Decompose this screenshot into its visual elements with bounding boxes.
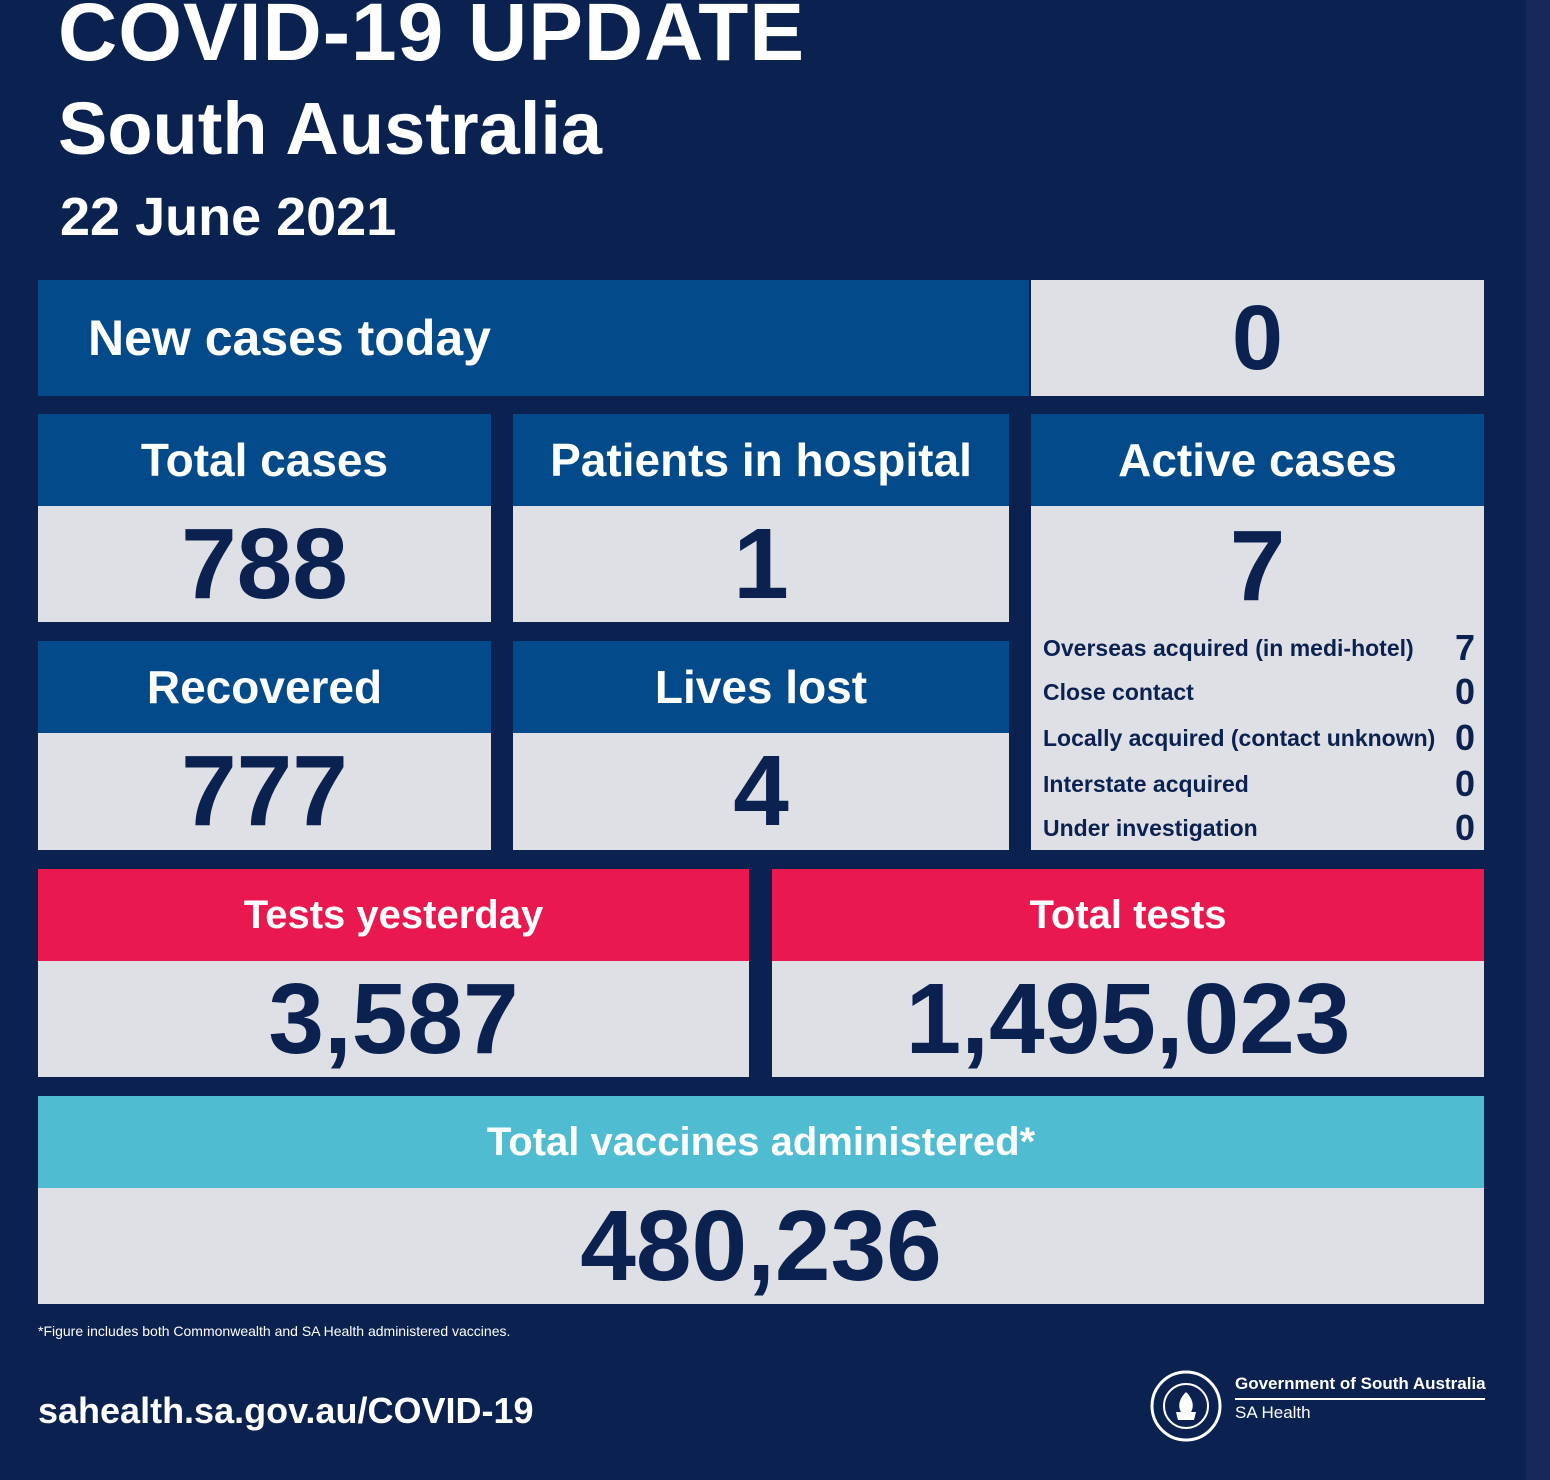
active-cases-panel: 7 Overseas acquired (in medi-hotel) 7 Cl… — [1031, 506, 1484, 850]
breakdown-value: 0 — [1454, 763, 1475, 804]
hospital-value: 1 — [513, 506, 1009, 622]
breakdown-label: Locally acquired (contact unknown) — [1043, 724, 1436, 751]
new-cases-value: 0 — [1031, 280, 1484, 396]
active-cases-value: 7 — [1229, 510, 1286, 622]
government-name: Government of South Australia — [1235, 1374, 1486, 1393]
region-title: South Australia — [58, 87, 603, 170]
vaccine-footnote: *Figure includes both Commonwealth and S… — [38, 1323, 511, 1339]
active-breakdown-row: Close contact 0 — [1043, 671, 1475, 712]
state-seal-icon — [1150, 1370, 1222, 1442]
page-title: COVID-19 UPDATE — [58, 0, 806, 78]
vaccines-label: Total vaccines administered* — [38, 1096, 1484, 1188]
total-tests-label: Total tests — [772, 869, 1484, 961]
update-date: 22 June 2021 — [60, 187, 397, 247]
total-cases-label: Total cases — [38, 414, 491, 506]
active-breakdown-row: Locally acquired (contact unknown) 0 — [1043, 717, 1475, 758]
tests-yesterday-label: Tests yesterday — [38, 869, 749, 961]
active-cases-label: Active cases — [1031, 414, 1484, 506]
breakdown-label: Under investigation — [1043, 814, 1258, 841]
vaccines-value: 480,236 — [38, 1188, 1484, 1304]
right-edge-strip — [1526, 0, 1550, 1480]
breakdown-label: Overseas acquired (in medi-hotel) — [1043, 634, 1414, 661]
breakdown-value: 0 — [1454, 717, 1475, 758]
breakdown-value: 0 — [1454, 807, 1475, 848]
active-breakdown-row: Interstate acquired 0 — [1043, 763, 1475, 804]
government-logo: Government of South Australia SA Health — [1150, 1370, 1486, 1446]
logo-divider — [1235, 1398, 1485, 1400]
total-tests-value: 1,495,023 — [772, 961, 1484, 1077]
breakdown-value: 7 — [1454, 627, 1475, 668]
recovered-label: Recovered — [38, 641, 491, 733]
breakdown-label: Close contact — [1043, 678, 1194, 705]
tests-yesterday-value: 3,587 — [38, 961, 749, 1077]
total-cases-value: 788 — [38, 506, 491, 622]
recovered-value: 777 — [38, 733, 491, 850]
active-breakdown-row: Overseas acquired (in medi-hotel) 7 — [1043, 627, 1475, 668]
department-name: SA Health — [1235, 1403, 1311, 1422]
breakdown-label: Interstate acquired — [1043, 770, 1249, 797]
new-cases-label: New cases today — [38, 280, 1029, 396]
breakdown-value: 0 — [1454, 671, 1475, 712]
lives-lost-value: 4 — [513, 733, 1009, 850]
active-breakdown-row: Under investigation 0 — [1043, 807, 1475, 848]
hospital-label: Patients in hospital — [513, 414, 1009, 506]
website-link[interactable]: sahealth.sa.gov.au/COVID-19 — [38, 1390, 534, 1431]
lives-lost-label: Lives lost — [513, 641, 1009, 733]
